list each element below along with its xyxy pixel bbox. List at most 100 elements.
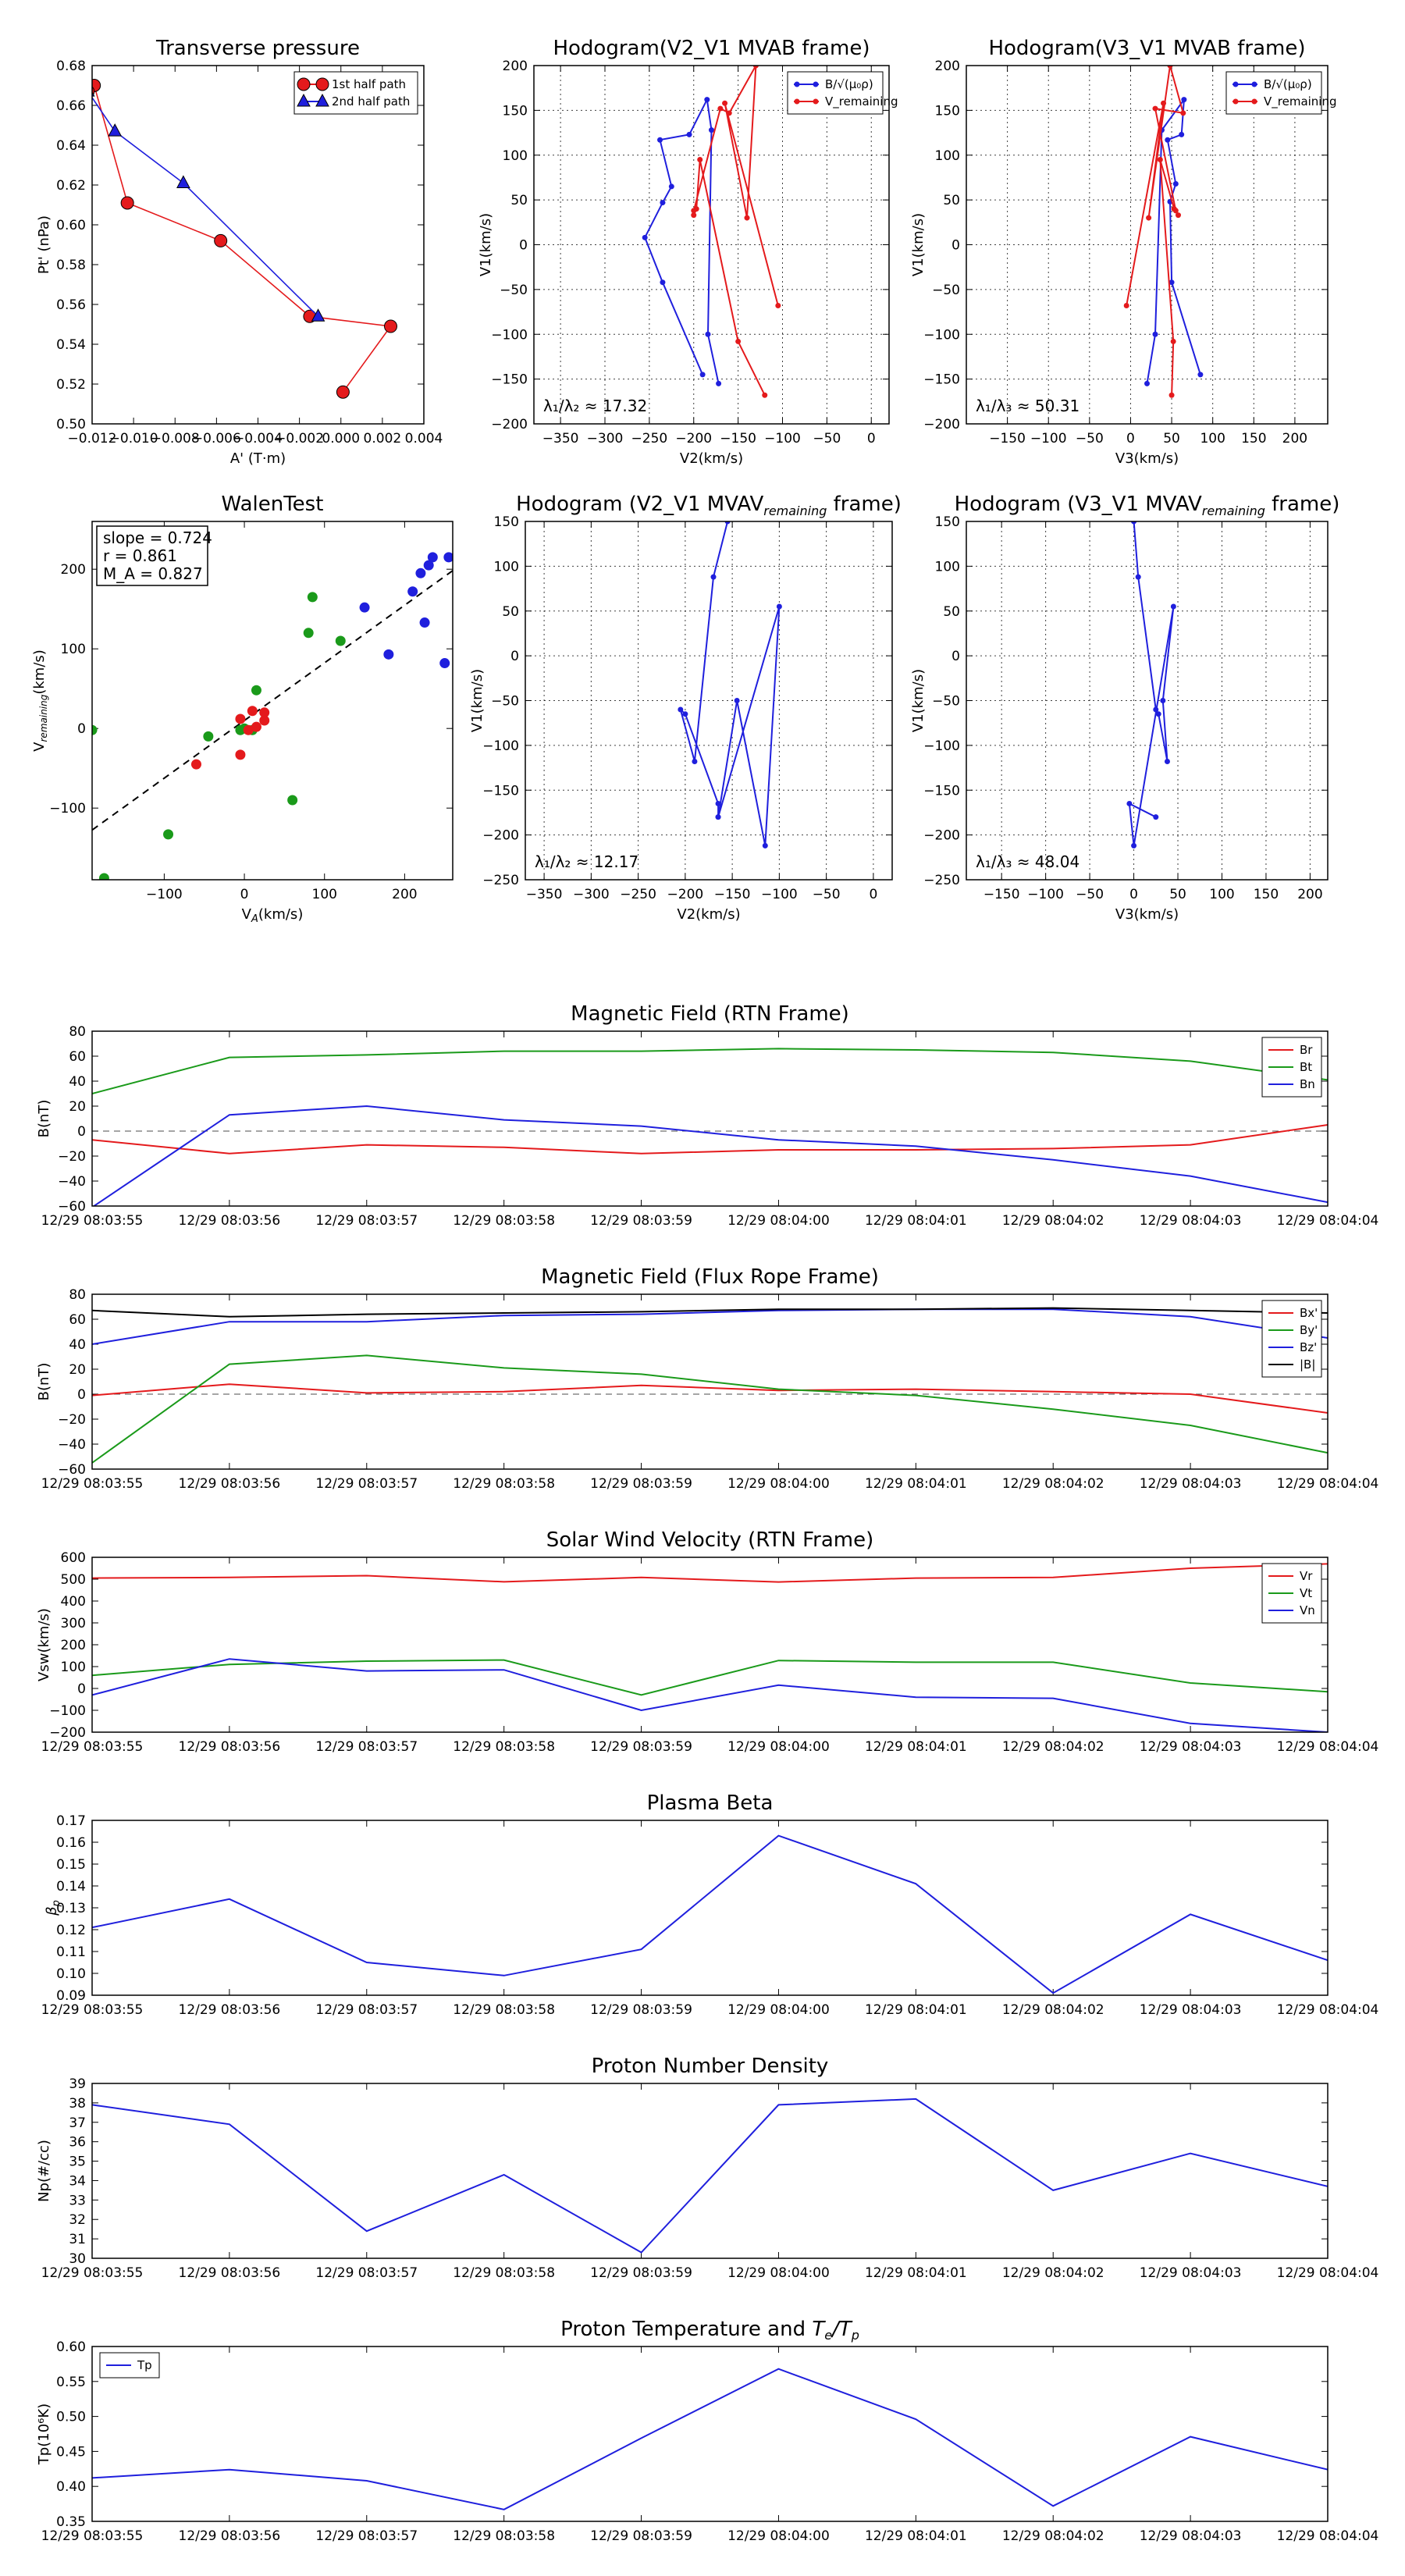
scatter-point-green	[251, 685, 261, 696]
y-tick-label: −250	[923, 873, 960, 888]
y-tick-label: 100	[935, 148, 960, 164]
y-tick-label: 0.12	[56, 1923, 86, 1938]
chart-title: Plasma Beta	[647, 1791, 774, 1815]
y-tick-label: 36	[69, 2135, 86, 2151]
y-tick-label: 150	[935, 103, 960, 119]
legend-label: V_remaining	[825, 94, 898, 109]
scatter-point-green	[98, 873, 109, 880]
y-axis-label: Vremaining(km/s)	[31, 649, 49, 752]
y-tick-label: −40	[58, 1437, 86, 1453]
chart-title: Hodogram (V3_V1 MVAVremaining frame)	[955, 493, 1340, 518]
x-tick-label: 12/29 08:03:57	[315, 1213, 418, 1229]
x-tick-label: 12/29 08:03:55	[41, 2528, 144, 2544]
plot-area	[92, 1307, 1328, 1464]
y-tick-label: 100	[935, 559, 960, 575]
legend: B/√(μ₀ρ) V_remaining	[787, 71, 898, 115]
y-tick-label: 0.50	[56, 417, 86, 432]
y-tick-label: 100	[503, 148, 528, 164]
eigenvalue-ratio-annotation: λ₁/λ₃ ≈ 48.04	[976, 852, 1080, 871]
legend-marker	[813, 81, 819, 87]
y-tick-label: 40	[69, 1337, 86, 1353]
data-point	[1175, 212, 1181, 219]
data-point	[108, 123, 123, 137]
y-tick-label: 150	[503, 103, 528, 119]
x-tick-label: 12/29 08:03:55	[41, 2002, 144, 2018]
series-line-vn	[92, 1658, 1328, 1732]
legend-marker	[297, 93, 311, 107]
y-tick-label: 0	[77, 1124, 86, 1140]
y-tick-label: 0.66	[56, 98, 86, 114]
chart-hodogram-v2v1-mvav: −350 −300 −250 −200 −150 −100 −50 0 −250 −200 −150…	[469, 493, 902, 923]
x-tick-label: −300	[587, 431, 624, 447]
y-tick-label: −100	[491, 327, 528, 343]
x-tick-label: 100	[1209, 887, 1234, 902]
legend-label: B/√(μ₀ρ)	[1264, 77, 1312, 91]
y-tick-label: −200	[491, 417, 528, 432]
chart-hodogram-v2v1-mvab: −350 −300 −250 −200 −150 −100 −50 0 −200 −150 −100…	[478, 37, 898, 467]
chart-proton-temperature: 12/29 08:03:55 12/29 08:03:56 12/29 08:03:…	[36, 2318, 1378, 2544]
chart-title: Hodogram(V3_V1 MVAB frame)	[988, 37, 1305, 60]
x-tick-label: 12/29 08:04:01	[865, 1213, 967, 1229]
x-tick-label: 12/29 08:03:56	[179, 1476, 281, 1492]
plot-area	[92, 1048, 1328, 1206]
y-tick-label: 600	[61, 1550, 86, 1566]
x-tick-label: 12/29 08:04:01	[865, 2528, 967, 2544]
y-tick-label: −200	[482, 828, 519, 844]
y-tick-label: 150	[494, 514, 519, 530]
legend-marker	[813, 98, 819, 105]
y-tick-label: 80	[69, 1287, 86, 1303]
legend-marker	[315, 93, 329, 107]
x-tick-label: 12/29 08:04:04	[1277, 1476, 1379, 1492]
legend-label: 2nd half path	[332, 94, 410, 109]
y-tick-label: 500	[61, 1572, 86, 1588]
data-point	[722, 100, 728, 106]
x-tick-label: 12/29 08:03:56	[179, 2528, 281, 2544]
axes-frame	[91, 1557, 1329, 1733]
legend-marker	[1232, 81, 1239, 87]
fit-line	[92, 570, 453, 831]
y-tick-label: 0.09	[56, 1988, 86, 2004]
chart-magnetic-field-flux-rope: 12/29 08:03:55 12/29 08:03:56 12/29 08:03:…	[36, 1265, 1378, 1492]
chart-title: WalenTest	[222, 493, 324, 516]
y-tick-label: 200	[61, 562, 86, 578]
stats-line: r = 0.861	[103, 546, 177, 565]
x-tick-label: 12/29 08:04:00	[727, 2265, 830, 2281]
scatter-point-blue	[443, 552, 453, 563]
plot-area	[92, 79, 397, 399]
axes-frame	[91, 2083, 1329, 2259]
x-tick-label: 12/29 08:03:57	[315, 1476, 418, 1492]
legend-label: Vt	[1300, 1586, 1312, 1600]
x-tick-label: 12/29 08:04:04	[1277, 1213, 1379, 1229]
x-tick-label: 200	[1282, 431, 1307, 447]
y-tick-label: −50	[932, 283, 960, 298]
x-tick-label: −50	[1076, 887, 1104, 902]
legend: Br Bt Bn	[1261, 1037, 1322, 1098]
x-tick-label: 12/29 08:03:56	[179, 1213, 281, 1229]
data-point	[1153, 814, 1159, 820]
legend-box	[787, 71, 884, 115]
data-point	[1131, 842, 1137, 849]
y-tick-label: 0	[519, 238, 528, 254]
y-tick-label: −60	[58, 1462, 86, 1478]
x-tick-label: −50	[813, 887, 841, 902]
x-tick-label: 12/29 08:03:58	[453, 2528, 555, 2544]
y-tick-label: −150	[491, 372, 528, 388]
x-tick-label: 0.004	[405, 431, 443, 447]
series-line-v	[1128, 521, 1175, 846]
y-tick-label: 0.56	[56, 297, 86, 313]
data-point	[692, 759, 698, 765]
x-tick-label: 12/29 08:03:59	[590, 2265, 692, 2281]
x-tick-label: 12/29 08:03:56	[179, 2265, 281, 2281]
y-tick-label: −250	[482, 873, 519, 888]
x-tick-label: 12/29 08:03:58	[453, 2265, 555, 2281]
x-tick-label: 100	[312, 887, 337, 902]
chart-solar-wind-velocity: 12/29 08:03:55 12/29 08:03:56 12/29 08:03:…	[36, 1528, 1378, 1755]
data-point	[120, 196, 134, 210]
x-tick-label: 12/29 08:03:58	[453, 1739, 555, 1755]
data-point	[1179, 131, 1185, 137]
x-axis-label: V2(km/s)	[680, 450, 743, 467]
data-point	[176, 175, 190, 188]
scatter-point-red	[251, 721, 261, 732]
